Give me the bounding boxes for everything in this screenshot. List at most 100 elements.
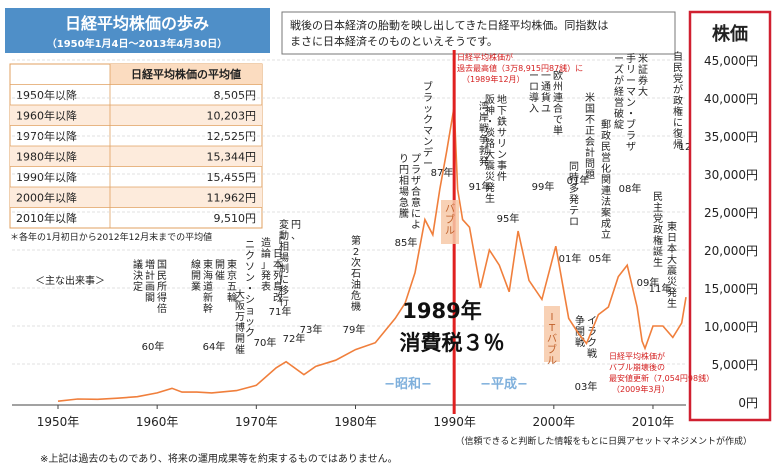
event-year: 70年 (254, 336, 277, 349)
event-label: 一通貨ユ (541, 71, 551, 115)
x-tick-label: 2010年 (632, 415, 675, 429)
table-period: 2010年以降 (16, 211, 77, 225)
x-tick-label: 2000年 (533, 415, 576, 429)
event-year: 73年 (300, 323, 323, 336)
event-label: ーズが経営破綻 (614, 54, 624, 131)
x-tick-label: 1960年 (136, 415, 179, 429)
table-row-bg (10, 187, 262, 208)
table-period: 1970年以降 (16, 129, 77, 143)
event-label: 「日本列島改 (273, 237, 283, 304)
low-line3: 最安値更新（7,054円98銭） (609, 373, 714, 383)
event-label: 造論」発表 (261, 236, 271, 293)
event-label: 東日本大震災発生 (667, 220, 677, 310)
event-label: 線開業 (191, 258, 201, 293)
table-value: 15,455円 (207, 171, 257, 184)
peak-line1: 日経平均株価が (457, 52, 513, 62)
table-value: 11,962円 (207, 192, 257, 205)
table-row-bg (10, 146, 262, 167)
event-year: 72年 (283, 332, 306, 345)
x-tick-label: 1950年 (37, 415, 80, 429)
event-label: ーロ導入 (529, 71, 539, 115)
table-value: 12,525円 (207, 130, 257, 143)
table-header-bg (110, 64, 262, 85)
event-label: 湾岸戦争勃発 (479, 100, 489, 168)
y-tick-label: 0円 (738, 396, 758, 410)
y-tick-label: 40,000円 (704, 92, 758, 106)
low-annotation: 日経平均株価が バブル崩壊後の 最安値更新（7,054円98銭） （2009年3… (609, 351, 714, 394)
disclaimer: ※上記は過去のものであり、将来の運用成果等を約束するものではありません。 (40, 452, 398, 465)
low-line1: 日経平均株価が (609, 351, 665, 361)
event-year: 85年 (395, 236, 418, 249)
table-period: 1990年以降 (16, 170, 77, 184)
it-bubble-label-text: I T バブル (547, 312, 557, 367)
table-period: 1960年以降 (16, 109, 77, 123)
event-label: 第 2 次石油危機 (351, 234, 361, 313)
peak-line2: 過去最高値（3万8,915円87銭）に (457, 63, 583, 73)
low-line4: （2009年3月） (612, 384, 669, 394)
chart-subtitle: （1950年1月4日〜2013年4月30日） (47, 37, 227, 50)
event-label: 民主党政権誕生 (653, 191, 663, 269)
event-year: 79年 (343, 323, 366, 336)
event-year: 03年 (575, 380, 598, 393)
event-label: 米国不正会計問題 (585, 91, 595, 181)
event-label: 大阪万博開催 (235, 288, 245, 356)
bubble-label-text: バブル (445, 203, 455, 237)
average-table-note: ＊各年の1月初日から2012年12月末までの平均値 (10, 231, 212, 243)
event-year: 87年 (431, 166, 454, 179)
event-year: 95年 (497, 212, 520, 225)
event-year: 91年 (469, 180, 492, 193)
event-year: 05年 (589, 252, 612, 265)
table-period: 1950年以降 (16, 88, 77, 102)
y-axis: 0円 5,000円 10,000円 15,000円 20,000円 25,000円 30,0… (704, 54, 758, 410)
x-axis: 1950年 1960年 1970年 1980年 1990年 2000年 2010年 (12, 404, 686, 429)
source-note: （信頼できると判断した情報をもとに日興アセットマネジメントが作成） (456, 435, 752, 447)
y-tick-label: 30,000円 (704, 168, 758, 182)
chart-title: 日経平均株価の歩み (65, 14, 209, 33)
event-year: 60年 (142, 340, 165, 353)
description-box (281, 11, 676, 55)
event-label: 自民党が政権に復帰 (673, 50, 683, 151)
average-table: 日経平均株価の平均値 1950年以降 8,505円 1960年以降 10,203円 197… (9, 63, 263, 229)
events-heading: ＜主な出来事＞ (35, 274, 105, 287)
x-tick-label: 1990年 (433, 415, 476, 429)
table-value: 15,344円 (207, 151, 257, 164)
event-label: 東京五輪 (227, 258, 237, 304)
event-label: 変動相場制に移行 (279, 218, 289, 308)
it-bubble-box (544, 306, 560, 362)
y-axis-box (688, 10, 772, 422)
y-tick-label: 10,000円 (704, 320, 758, 334)
big-tax-label: 消費税３％ (400, 331, 505, 355)
event-label: 開催 (215, 259, 225, 282)
description-text: 戦後の日本経済の胎動を映し出してきた日経平均株価。同指数は まさに日本経済そのも… (290, 18, 612, 48)
event-year: 01年 (567, 174, 590, 187)
gridlines (12, 59, 686, 365)
event-year: 99年 (532, 180, 555, 193)
event-label: 争開戦 (575, 314, 585, 349)
x-tick-label: 1970年 (235, 415, 278, 429)
table-header: 日経平均株価の平均値 (131, 67, 241, 81)
table-period: 1980年以降 (16, 150, 77, 164)
y-tick-label: 25,000円 (704, 206, 758, 220)
table-row-bg (10, 105, 262, 126)
event-year: 01年 (559, 252, 582, 265)
event-label: ブラックマンデー (423, 80, 433, 170)
y-tick-label: 15,000円 (704, 282, 758, 296)
table-value: 10,203円 (207, 110, 257, 123)
y-tick-label: 5,000円 (712, 358, 758, 372)
y-tick-label: 20,000円 (704, 244, 758, 258)
event-label: 増計画閣 (145, 258, 155, 304)
event-label: 国民所得倍 (157, 259, 167, 315)
event-label: 欧州連合で単 (553, 70, 563, 137)
table-period: 2000年以降 (16, 191, 77, 205)
table-value: 8,505円 (214, 89, 257, 102)
event-label: 議決定 (133, 258, 143, 293)
era-showa: −昭和− (384, 376, 432, 392)
event-year: 71年 (269, 305, 292, 318)
event-label: 東海道新幹 (203, 258, 213, 315)
big-year-label: 1989年 (402, 299, 481, 323)
peak-line3: （1989年12月） (462, 74, 525, 84)
y-tick-label: 35,000円 (704, 130, 758, 144)
event-label: ニクソン・ショック (245, 240, 255, 339)
